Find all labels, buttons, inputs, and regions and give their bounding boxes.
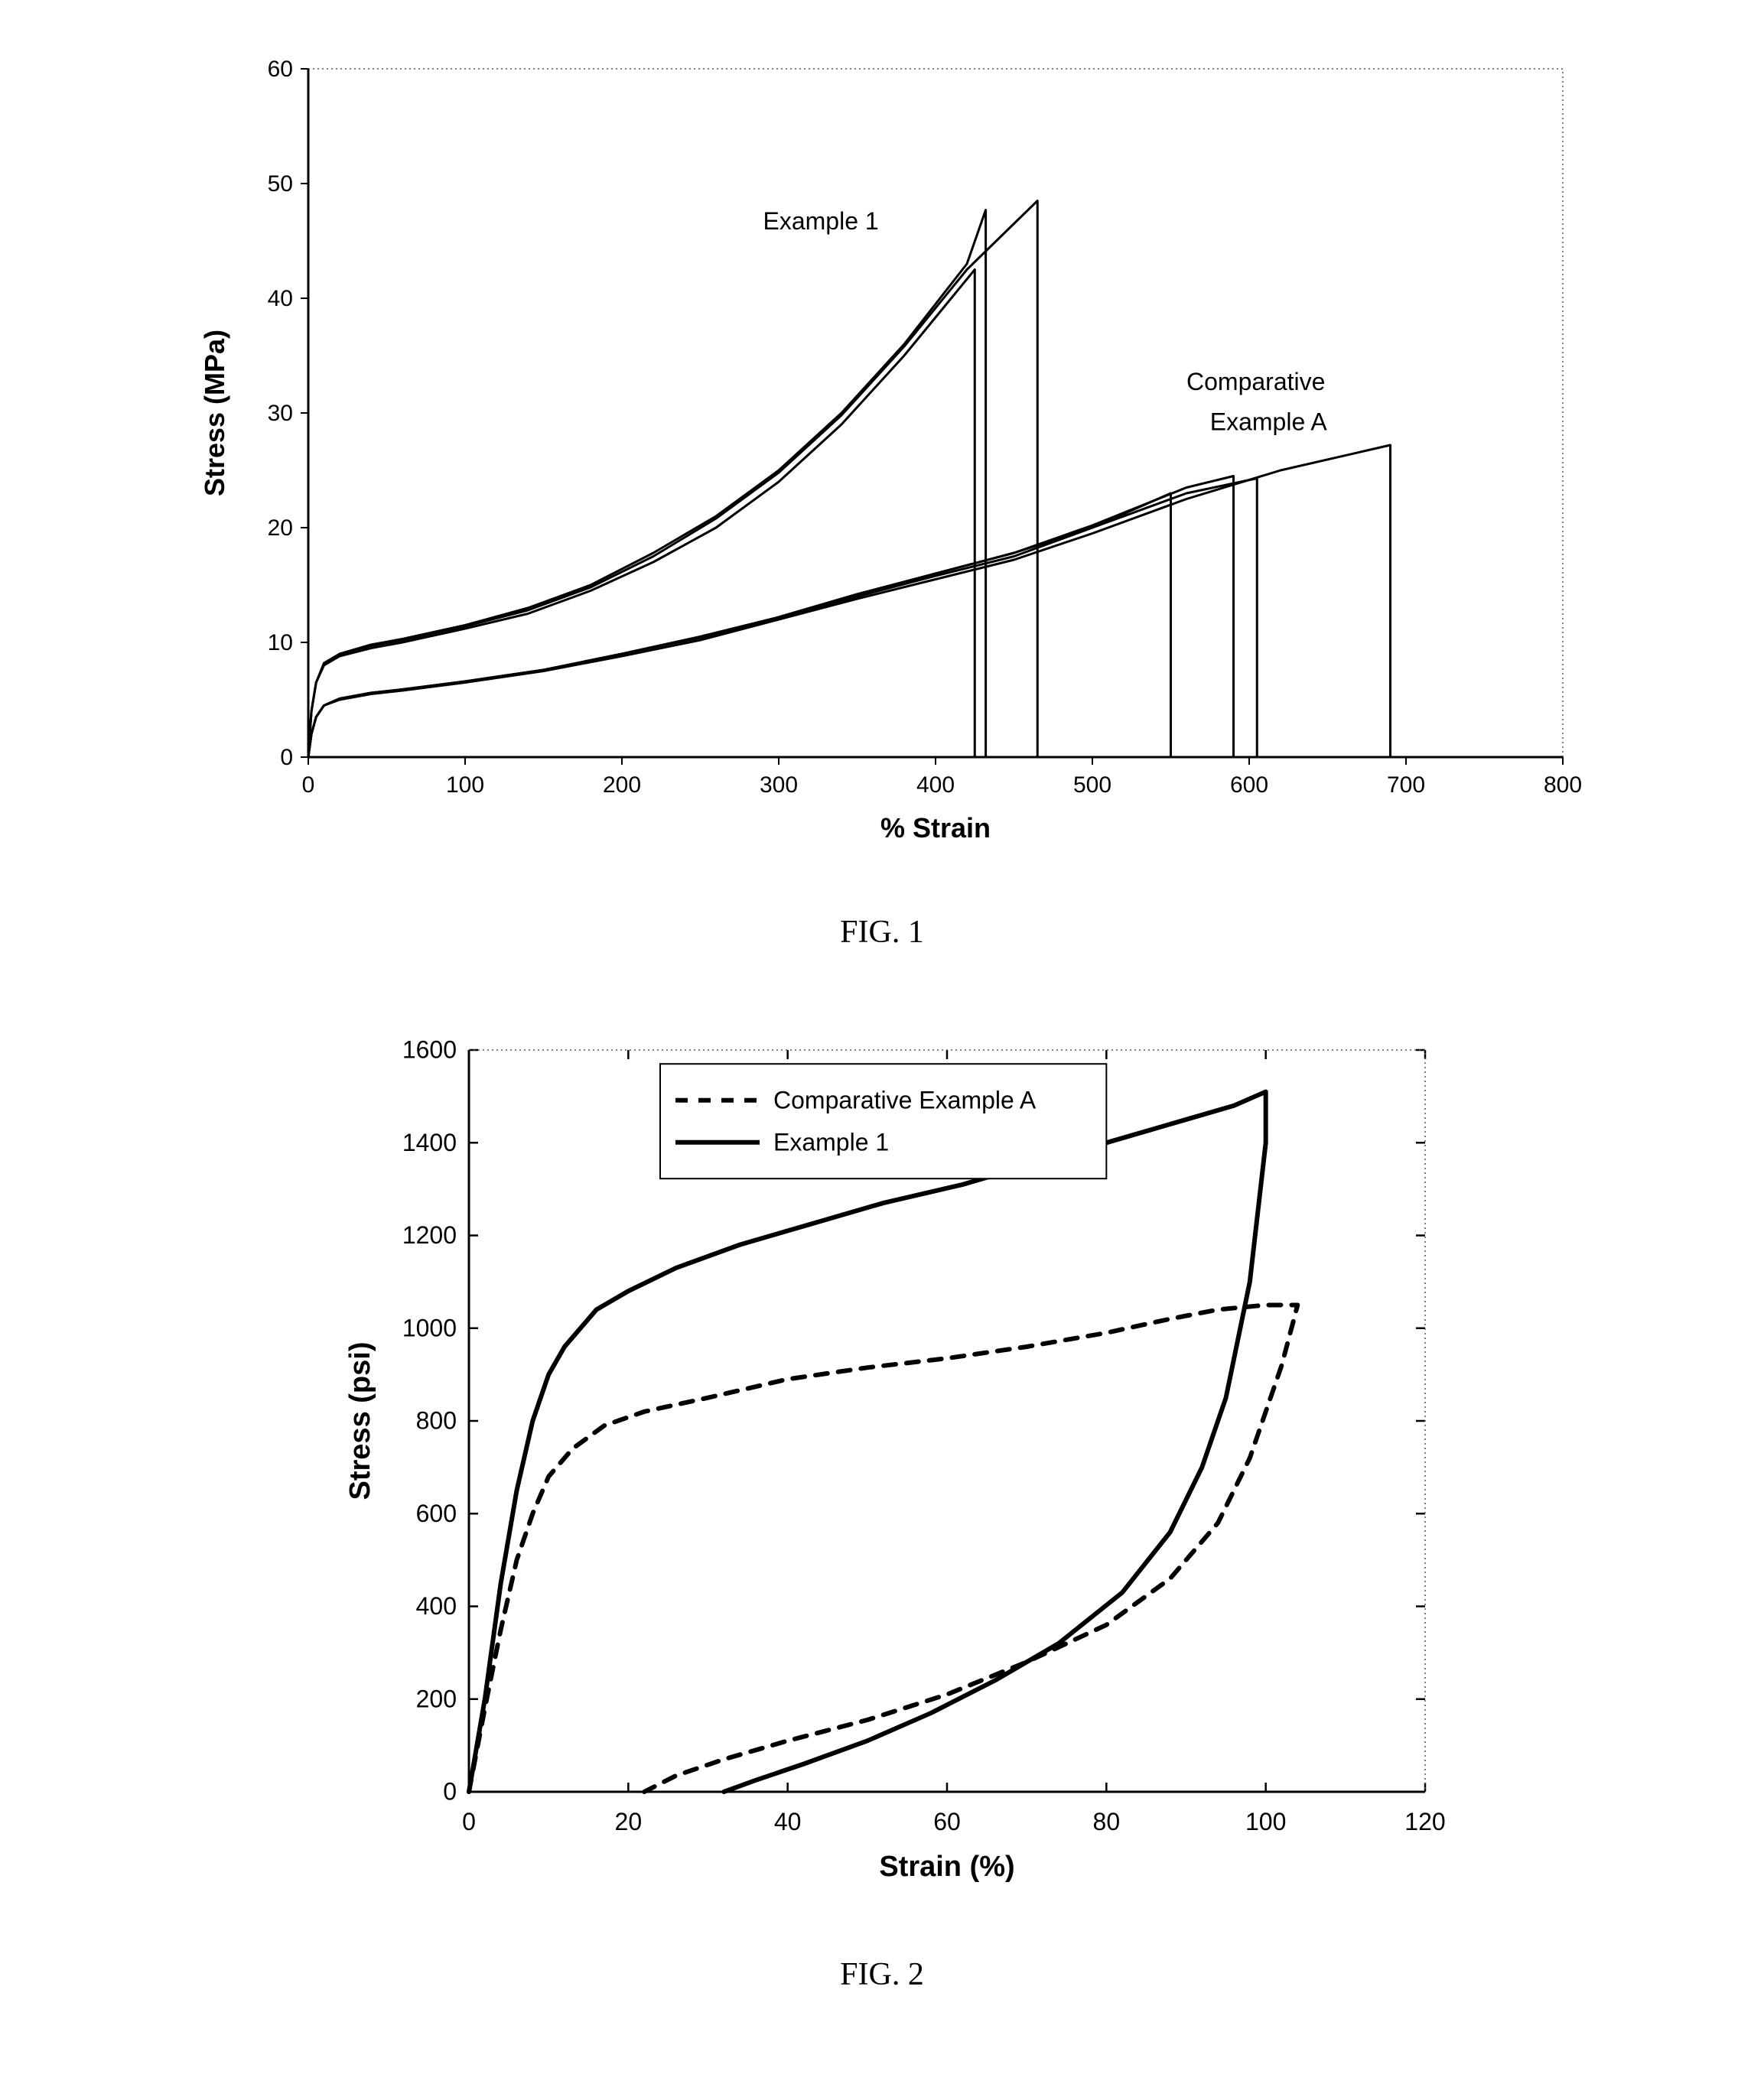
svg-text:600: 600	[1230, 772, 1268, 798]
svg-text:Stress (MPa): Stress (MPa)	[199, 330, 230, 496]
svg-text:120: 120	[1404, 1808, 1445, 1835]
svg-text:800: 800	[416, 1407, 457, 1435]
svg-text:0: 0	[280, 745, 293, 770]
svg-text:Comparative Example A: Comparative Example A	[773, 1086, 1037, 1113]
svg-text:200: 200	[416, 1685, 457, 1712]
svg-text:50: 50	[268, 171, 293, 197]
svg-text:1600: 1600	[402, 1036, 457, 1064]
svg-text:500: 500	[1073, 772, 1111, 798]
figure-1-svg: 0 100 200 300 400 500 600 700 800 0 10 20 30 40 50 60 Ex…	[178, 46, 1586, 864]
svg-text:0: 0	[462, 1808, 476, 1835]
svg-text:60: 60	[268, 57, 293, 82]
svg-text:60: 60	[933, 1808, 961, 1835]
figure-1-caption: FIG. 1	[840, 914, 924, 951]
svg-text:400: 400	[416, 1592, 457, 1620]
figure-1-container: 0 100 200 300 400 500 600 700 800 0 10 20 30 40 50 60 Ex…	[31, 31, 1733, 1012]
svg-text:200: 200	[603, 772, 641, 798]
svg-text:Example A: Example A	[1210, 408, 1328, 436]
svg-text:Example 1: Example 1	[763, 207, 879, 235]
svg-text:Comparative: Comparative	[1186, 368, 1325, 395]
svg-text:Stress (psi): Stress (psi)	[344, 1342, 376, 1500]
svg-text:100: 100	[446, 772, 484, 798]
svg-text:400: 400	[916, 772, 955, 798]
figure-2-container: 0204060801001200200400600800100012001400…	[31, 1012, 1733, 2054]
svg-text:10: 10	[268, 630, 293, 655]
svg-text:800: 800	[1544, 772, 1582, 798]
svg-text:1400: 1400	[402, 1129, 457, 1156]
svg-text:Strain (%): Strain (%)	[879, 1851, 1014, 1883]
svg-text:0: 0	[302, 772, 315, 798]
svg-text:20: 20	[615, 1808, 643, 1835]
svg-text:Example 1: Example 1	[773, 1128, 889, 1156]
svg-text:40: 40	[774, 1808, 802, 1835]
svg-text:20: 20	[268, 515, 293, 541]
figure-2-svg: 0204060801001200200400600800100012001400…	[316, 1027, 1448, 1907]
svg-text:1000: 1000	[402, 1314, 457, 1341]
svg-text:300: 300	[760, 772, 798, 798]
svg-text:80: 80	[1093, 1808, 1121, 1835]
svg-text:100: 100	[1245, 1808, 1286, 1835]
svg-text:700: 700	[1387, 772, 1425, 798]
figure-2-caption: FIG. 2	[840, 1956, 924, 1993]
svg-text:40: 40	[268, 286, 293, 311]
svg-text:% Strain: % Strain	[880, 812, 991, 844]
svg-text:0: 0	[443, 1778, 457, 1806]
svg-text:30: 30	[268, 401, 293, 426]
svg-text:1200: 1200	[402, 1221, 457, 1249]
figure-1-chart: 0 100 200 300 400 500 600 700 800 0 10 20 30 40 50 60 Ex…	[178, 46, 1586, 868]
figure-2-chart: 0204060801001200200400600800100012001400…	[316, 1027, 1448, 1910]
svg-text:600: 600	[416, 1500, 457, 1527]
